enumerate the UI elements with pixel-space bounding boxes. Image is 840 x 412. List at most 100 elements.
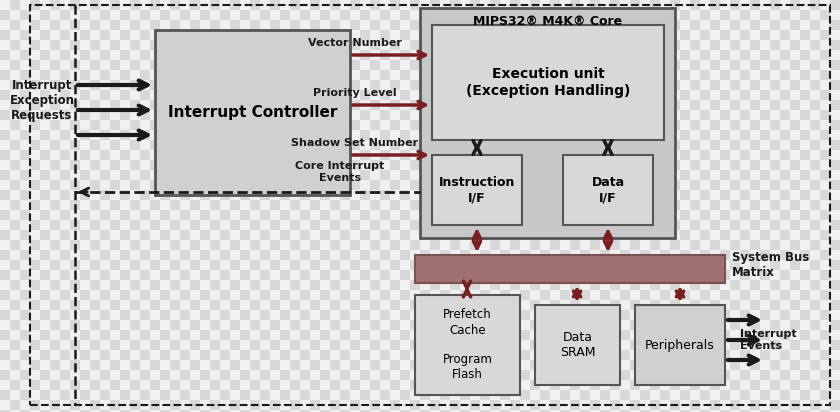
Bar [620,350,630,360]
Bar [670,260,680,270]
Bar [430,340,440,350]
Bar [560,380,570,390]
Bar [300,150,310,160]
Bar [290,330,300,340]
Bar [230,160,240,170]
Bar [60,140,70,150]
Bar [80,240,90,250]
Bar [750,70,760,80]
Bar [130,120,140,130]
Bar [730,40,740,50]
Bar [200,240,210,250]
Bar [600,150,610,160]
Bar [380,0,390,10]
Bar [790,150,800,160]
Bar [480,90,490,100]
Bar [80,10,90,20]
Bar [400,170,410,180]
Bar [60,340,70,350]
Bar [20,400,30,410]
Bar [740,350,750,360]
Bar [690,380,700,390]
Bar [190,150,200,160]
Bar [140,340,150,350]
Bar [150,280,160,290]
Bar [10,400,20,410]
Bar [480,160,490,170]
Bar [260,310,270,320]
Bar [790,250,800,260]
Bar [420,250,430,260]
Bar [470,110,480,120]
Bar [520,0,530,10]
Bar [630,270,640,280]
Bar [470,120,480,130]
Bar [600,410,610,412]
Bar [570,250,580,260]
Bar [30,10,40,20]
Bar [660,320,670,330]
Bar [670,400,680,410]
Bar [300,290,310,300]
Bar [770,260,780,270]
Bar [310,380,320,390]
Bar [730,300,740,310]
Bar [410,380,420,390]
Bar [40,350,50,360]
Bar [330,200,340,210]
Bar [520,20,530,30]
Bar [410,320,420,330]
Bar [400,120,410,130]
Bar [800,340,810,350]
Bar [0,400,10,410]
Bar [440,230,450,240]
Bar [180,360,190,370]
Bar [210,110,220,120]
Bar [740,90,750,100]
Bar [810,60,820,70]
Bar [450,270,460,280]
Bar [240,20,250,30]
Bar [480,370,490,380]
Bar [260,330,270,340]
Bar [700,290,710,300]
Bar [490,290,500,300]
Bar [770,280,780,290]
Bar [820,250,830,260]
Bar [432,155,522,225]
Bar [20,90,30,100]
Bar [520,120,530,130]
Bar [640,280,650,290]
Bar [50,210,60,220]
Bar [30,0,40,10]
Bar [510,160,520,170]
Bar [230,90,240,100]
Bar [130,370,140,380]
Bar [500,170,510,180]
Bar [130,410,140,412]
Bar [690,330,700,340]
Bar [400,280,410,290]
Bar [820,110,830,120]
Bar [240,350,250,360]
Bar [510,10,520,20]
Bar [290,210,300,220]
Bar [240,200,250,210]
Bar [410,80,420,90]
Bar [700,340,710,350]
Bar [690,300,700,310]
Bar [280,390,290,400]
Bar [340,410,350,412]
Bar [320,70,330,80]
Bar [740,220,750,230]
Bar [420,210,430,220]
Bar [510,90,520,100]
Bar [250,390,260,400]
Bar [470,350,480,360]
Bar [460,130,470,140]
Bar [770,330,780,340]
Bar [830,50,840,60]
Bar [210,360,220,370]
Bar [700,100,710,110]
Bar [120,220,130,230]
